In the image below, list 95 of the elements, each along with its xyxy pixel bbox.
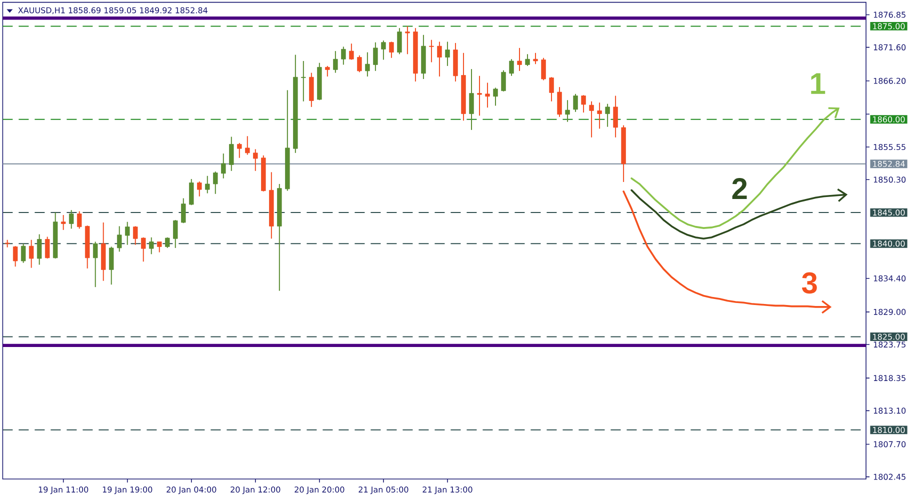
x-tick-label: 19 Jan 11:00 bbox=[38, 486, 88, 494]
candlestick bbox=[573, 93, 578, 112]
candlestick bbox=[333, 50, 338, 74]
candlestick bbox=[437, 41, 442, 78]
ref-line-label: 1875.00 bbox=[873, 23, 905, 30]
ref-line-label: 1852.84 bbox=[873, 160, 905, 167]
candlestick bbox=[181, 198, 186, 224]
candlestick bbox=[501, 70, 506, 92]
candlestick bbox=[373, 42, 378, 72]
y-tick-label: 1829.00 bbox=[874, 308, 906, 315]
candlestick bbox=[349, 43, 354, 60]
candlestick bbox=[93, 241, 98, 288]
candlestick bbox=[213, 171, 218, 194]
candlestick bbox=[149, 236, 154, 255]
candlestick bbox=[565, 100, 570, 122]
candlestick bbox=[469, 68, 474, 130]
candlestick bbox=[117, 226, 122, 252]
series-label: 1 bbox=[811, 73, 826, 94]
candlestick bbox=[69, 210, 74, 230]
candlestick bbox=[477, 75, 482, 116]
candlestick bbox=[221, 153, 226, 179]
candlestick bbox=[173, 219, 178, 248]
candlestick bbox=[581, 94, 586, 114]
y-tick-label: 1855.55 bbox=[874, 144, 906, 150]
point bbox=[827, 107, 840, 119]
candlestick bbox=[197, 180, 202, 197]
y-tick-label: 1876.85 bbox=[874, 12, 906, 18]
candlestick bbox=[141, 236, 146, 262]
series-label: 3 bbox=[802, 272, 817, 294]
candlestick bbox=[341, 46, 346, 66]
candlestick bbox=[125, 221, 130, 246]
candlestick bbox=[485, 82, 490, 108]
point bbox=[836, 188, 848, 202]
ref-line-label: 1845.00 bbox=[873, 210, 905, 216]
x-tick-label: 20 Jan 20:00 bbox=[294, 486, 344, 494]
candlestick bbox=[133, 226, 138, 246]
candlestick bbox=[541, 57, 546, 81]
candlestick bbox=[253, 148, 258, 172]
candlestick bbox=[36, 234, 42, 266]
y-tick-label: 1813.10 bbox=[874, 408, 906, 414]
candlestick bbox=[589, 100, 594, 138]
candlestick bbox=[237, 142, 242, 158]
candlestick bbox=[189, 178, 194, 206]
candlestick bbox=[613, 95, 618, 138]
candlestick bbox=[245, 136, 250, 156]
y-tick-label: 1807.70 bbox=[874, 441, 906, 448]
candlestick bbox=[525, 54, 530, 66]
candlestick bbox=[357, 54, 362, 73]
text: XAUUSD,H1 1858.69 1859.05 1849.92 1852.84 bbox=[18, 7, 208, 14]
candlestick bbox=[605, 103, 610, 128]
candlestick bbox=[77, 210, 82, 230]
ref-line-label: 1860.00 bbox=[873, 116, 905, 122]
candlestick bbox=[12, 246, 18, 268]
x-tick-label: 20 Jan 12:00 bbox=[230, 486, 280, 494]
ref-line-label: 1810.00 bbox=[873, 426, 905, 433]
candlestick bbox=[533, 52, 538, 65]
series-label: 2 bbox=[732, 178, 747, 199]
candlestick bbox=[509, 58, 514, 76]
candlestick bbox=[365, 52, 370, 78]
y-tick-label: 1818.35 bbox=[874, 375, 906, 382]
candlestick bbox=[549, 76, 554, 102]
x-tick-label: 20 Jan 04:00 bbox=[166, 486, 216, 494]
candlestick bbox=[429, 39, 434, 63]
candlestick bbox=[61, 214, 66, 230]
y-tick-label: 1802.45 bbox=[874, 474, 906, 480]
y-tick-label: 1834.40 bbox=[874, 275, 906, 282]
y-tick-label: 1871.60 bbox=[874, 44, 906, 50]
y-tick-label: 1850.30 bbox=[874, 176, 906, 183]
candlestick bbox=[44, 236, 50, 260]
candlestick bbox=[397, 28, 402, 55]
candlestick bbox=[493, 87, 498, 106]
x-tick-label: 21 Jan 13:00 bbox=[422, 486, 472, 494]
candlestick bbox=[445, 41, 450, 66]
x-tick-label: 21 Jan 05:00 bbox=[358, 486, 408, 494]
candlestick bbox=[20, 243, 26, 264]
y-tick-label: 1866.20 bbox=[874, 78, 906, 84]
candlestick bbox=[28, 239, 34, 268]
y-tick-label: 1823.75 bbox=[874, 342, 906, 348]
candlestick bbox=[517, 47, 522, 72]
candlestick bbox=[229, 136, 234, 172]
candlestick bbox=[309, 72, 314, 108]
candlestick bbox=[109, 246, 114, 286]
candlestick bbox=[557, 86, 562, 118]
point bbox=[821, 300, 831, 314]
candlestick bbox=[597, 102, 602, 130]
candlestick bbox=[389, 41, 394, 58]
candlestick bbox=[205, 175, 210, 194]
candlestick bbox=[301, 60, 306, 102]
x-tick-label: 19 Jan 19:00 bbox=[102, 486, 152, 494]
ref-line-label: 1840.00 bbox=[873, 240, 905, 247]
candlestick bbox=[157, 241, 162, 253]
ref-line-label: 1825.00 bbox=[873, 334, 905, 340]
candlestick bbox=[381, 40, 386, 60]
candlestick bbox=[325, 65, 330, 78]
candlestick bbox=[405, 26, 410, 55]
